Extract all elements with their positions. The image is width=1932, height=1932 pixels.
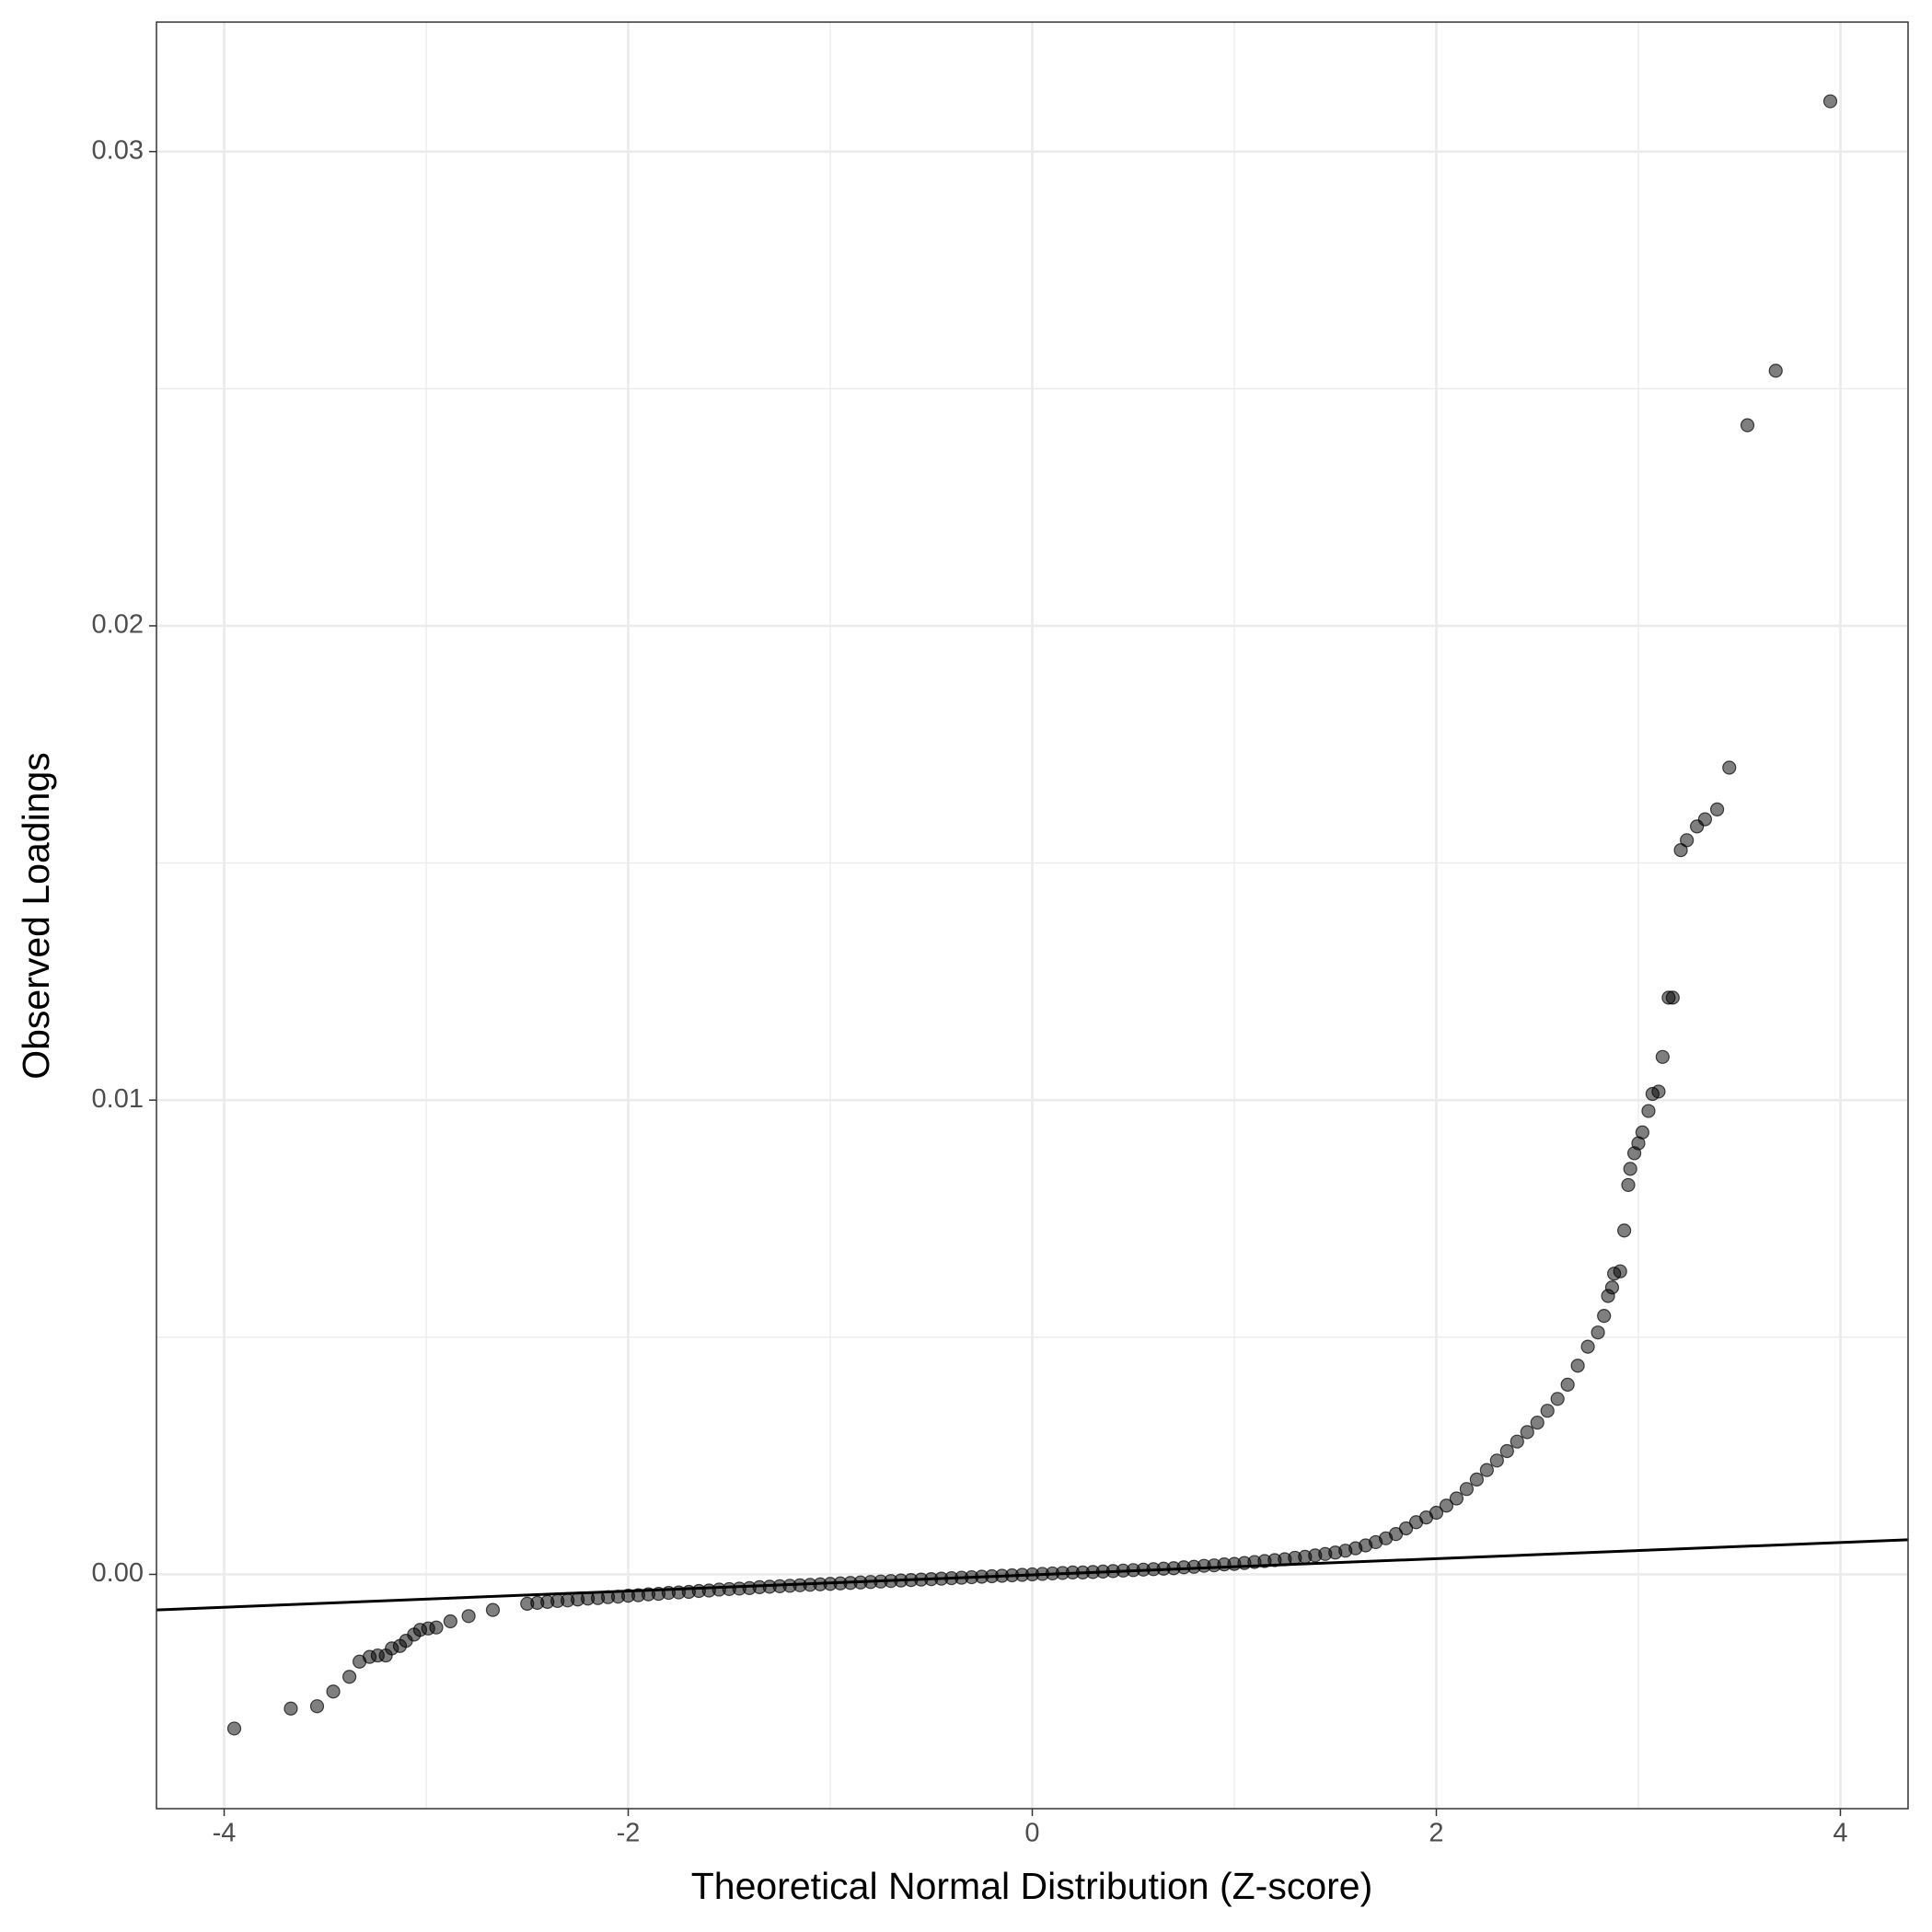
- point: [1822, 94, 1838, 109]
- panel-border: [156, 21, 1909, 1810]
- point: [429, 1620, 444, 1635]
- point: [1530, 1415, 1544, 1430]
- point: [1439, 1498, 1454, 1513]
- point: [1613, 1264, 1627, 1278]
- y-axis-title: Observed Loadings: [15, 752, 57, 1080]
- point: [1591, 1325, 1605, 1340]
- point: [1570, 1359, 1585, 1373]
- x-axis-title: Theoretical Normal Distribution (Z-score…: [691, 1865, 1372, 1907]
- y-tick-label: 0.02: [92, 610, 144, 640]
- point: [1722, 760, 1737, 775]
- point: [1479, 1463, 1494, 1477]
- point: [1429, 1505, 1444, 1521]
- point: [1768, 364, 1783, 378]
- point: [1641, 1104, 1656, 1118]
- point: [1709, 802, 1725, 816]
- point: [1540, 1404, 1555, 1418]
- point: [1635, 1125, 1649, 1140]
- point: [1740, 418, 1755, 433]
- point: [309, 1699, 325, 1714]
- y-tick-label: 0.03: [92, 135, 144, 165]
- x-tick-label: -4: [213, 1819, 237, 1848]
- point: [1560, 1377, 1575, 1392]
- point: [1617, 1223, 1632, 1238]
- point: [1621, 1177, 1636, 1193]
- point: [1623, 1162, 1637, 1176]
- point: [1597, 1309, 1612, 1324]
- point: [342, 1670, 357, 1684]
- x-tick-label: -2: [617, 1819, 641, 1848]
- point: [1665, 990, 1680, 1005]
- x-tick-label: 2: [1429, 1819, 1443, 1848]
- point: [1459, 1482, 1475, 1497]
- y-tick-label: 0.01: [92, 1084, 144, 1114]
- point: [226, 1721, 242, 1736]
- point: [1673, 843, 1688, 858]
- point: [326, 1684, 341, 1699]
- reference-line: [156, 1538, 1909, 1612]
- point: [1520, 1425, 1534, 1440]
- point: [1398, 1521, 1414, 1536]
- x-tick-label: 0: [1024, 1819, 1039, 1848]
- point: [1489, 1453, 1504, 1468]
- marks: [156, 94, 1909, 1736]
- point: [1550, 1392, 1565, 1406]
- point: [1580, 1339, 1595, 1354]
- point: [1449, 1491, 1464, 1506]
- point: [485, 1602, 501, 1617]
- point: [1680, 833, 1695, 848]
- y-tick-label: 0.00: [92, 1558, 144, 1588]
- x-tick-label: 4: [1833, 1819, 1847, 1848]
- point: [1651, 1084, 1666, 1099]
- point: [1499, 1443, 1514, 1459]
- point: [1510, 1434, 1524, 1449]
- point: [461, 1609, 476, 1624]
- point: [1469, 1472, 1484, 1487]
- point: [1604, 1280, 1620, 1295]
- point: [283, 1701, 298, 1716]
- point: [1697, 812, 1713, 827]
- point: [443, 1614, 457, 1629]
- axes: -4 -2 0 2 4 0.00 0.01 0.02 0.03: [92, 21, 1909, 1848]
- point: [1655, 1049, 1670, 1064]
